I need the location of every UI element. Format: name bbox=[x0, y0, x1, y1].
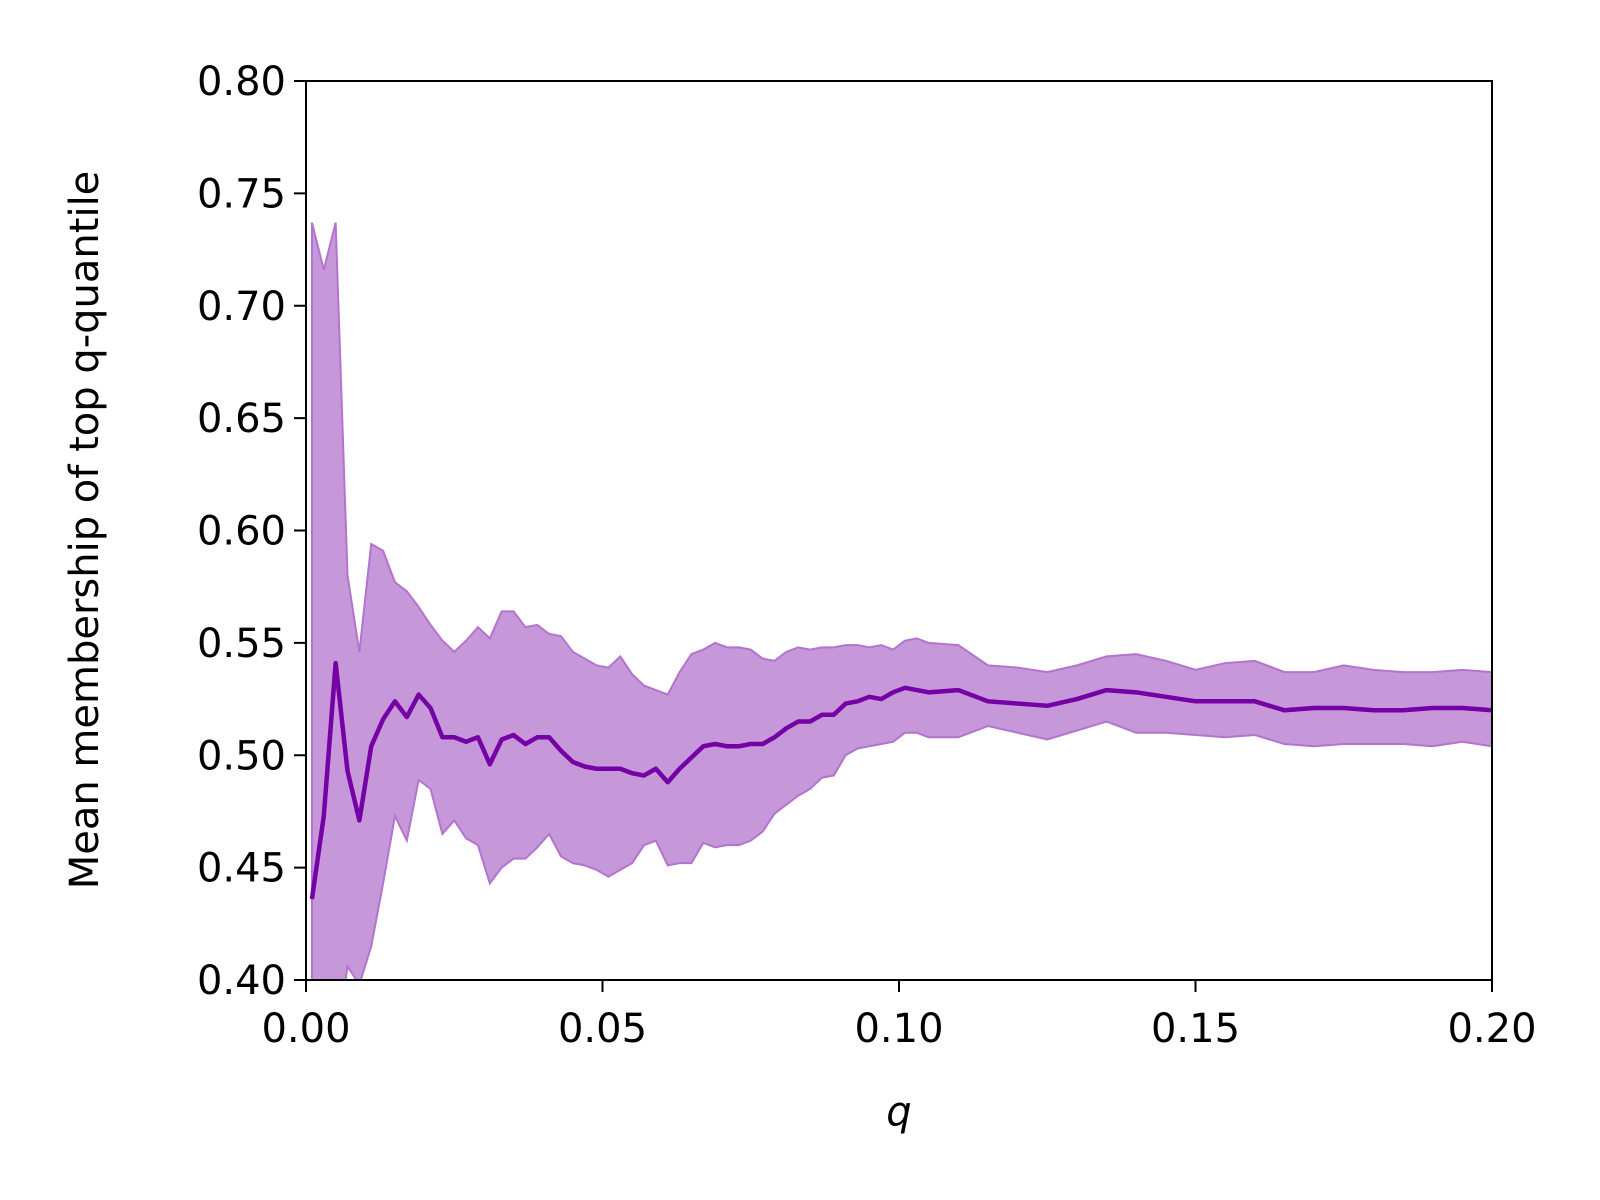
x-tick-label: 0.20 bbox=[1447, 1006, 1536, 1052]
x-tick-label: 0.10 bbox=[854, 1006, 943, 1052]
y-tick-label: 0.50 bbox=[197, 733, 286, 779]
plot-area bbox=[309, 222, 1492, 980]
x-axis-label: q bbox=[886, 1089, 911, 1135]
y-tick-label: 0.65 bbox=[197, 396, 286, 442]
x-tick-label: 0.05 bbox=[558, 1006, 647, 1052]
x-tick-label: 0.15 bbox=[1151, 1006, 1240, 1052]
y-tick-label: 0.45 bbox=[197, 846, 286, 892]
y-tick-label: 0.70 bbox=[197, 284, 286, 330]
mean-line bbox=[309, 660, 1492, 900]
y-tick-label: 0.80 bbox=[197, 59, 286, 105]
y-tick-label: 0.55 bbox=[197, 621, 286, 667]
y-tick-label: 0.60 bbox=[197, 509, 286, 555]
y-tick-label: 0.40 bbox=[197, 958, 286, 1004]
confidence-band bbox=[310, 222, 1492, 980]
x-tick-label: 0.00 bbox=[261, 1006, 350, 1052]
y-axis-label: Mean membership of top q-quantile bbox=[62, 171, 108, 890]
y-tick-label: 0.75 bbox=[197, 171, 286, 217]
